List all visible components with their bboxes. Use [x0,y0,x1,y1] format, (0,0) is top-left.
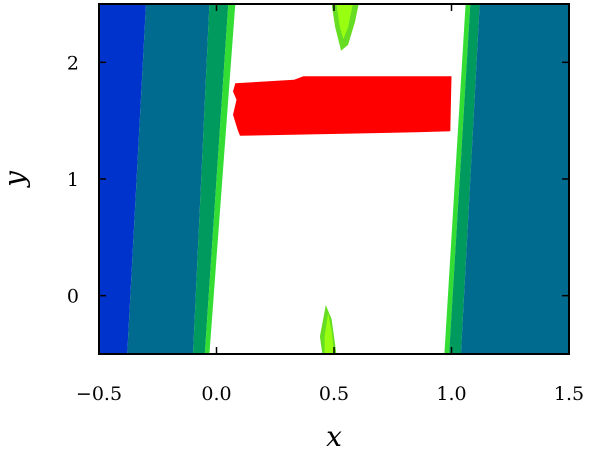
region-blob-bottom-inner [324,313,334,354]
x-tick-label: −0.5 [76,383,122,405]
x-axis-label: x [326,420,342,450]
region-band-left-teal [193,4,229,354]
y-tick-label: 2 [67,52,79,74]
region-band-right-green [444,4,471,354]
contour-regions [99,4,569,354]
region-band-left-outer [99,4,146,354]
x-tick-label: 1.5 [554,383,584,405]
x-tick-label: 0.0 [201,383,231,405]
region-red-region [233,76,452,136]
region-band-right-mid [460,4,569,354]
y-axis-label: y [0,170,31,189]
y-tick-label: 0 [67,286,79,308]
y-tick-label: 1 [67,169,79,191]
x-tick-label: 0.5 [319,383,349,405]
x-tick-label: 1.0 [436,383,466,405]
region-band-left-mid [127,4,210,354]
region-band-right-teal [449,4,480,354]
region-blob-top-inner [336,4,353,39]
region-band-left-green [204,4,236,354]
axis-ticks: −0.5 0.0 0.5 1.0 1.5 0 1 2 [67,4,584,405]
